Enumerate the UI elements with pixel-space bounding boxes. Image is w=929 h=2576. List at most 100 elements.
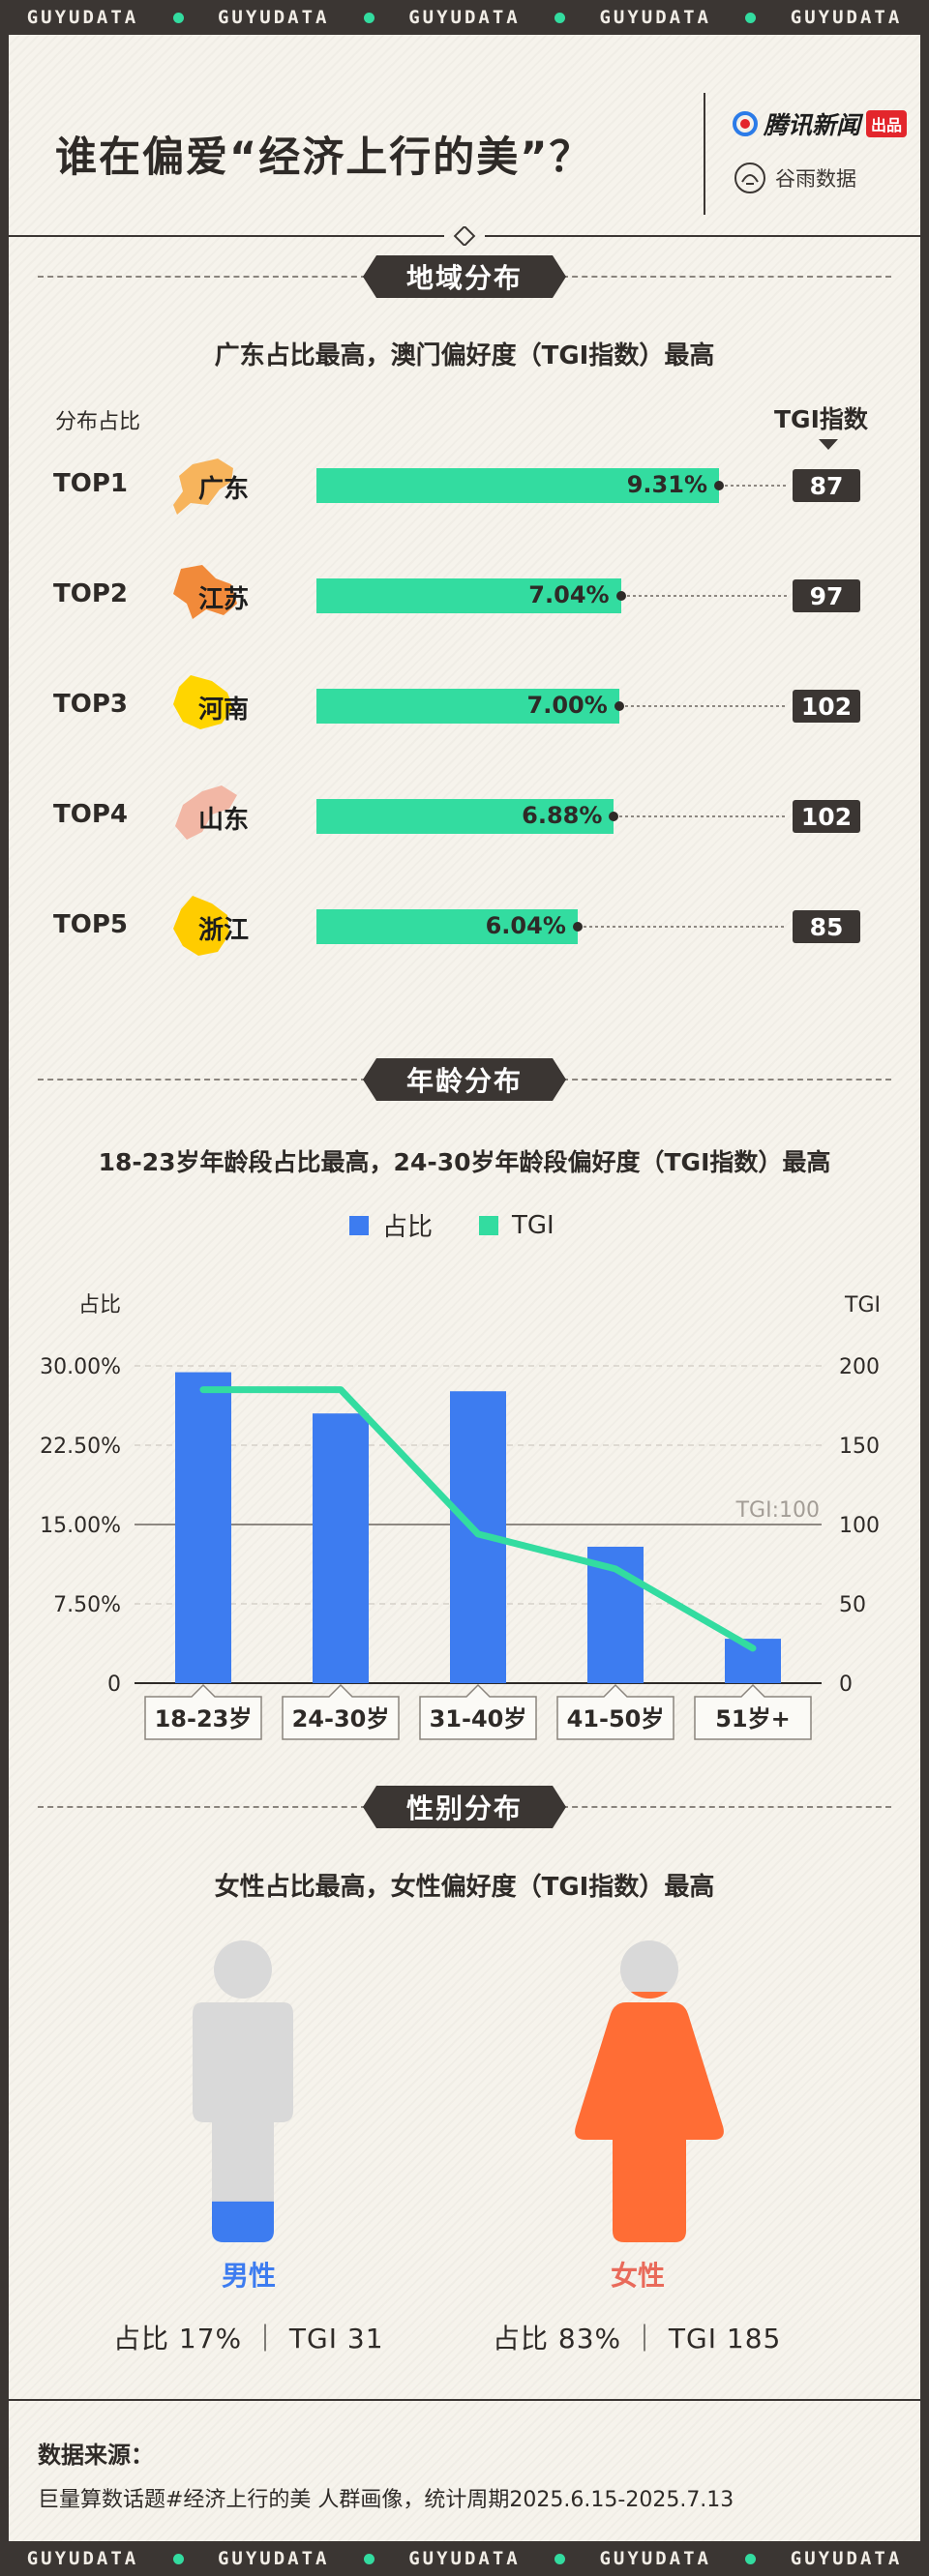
province-map-icon: [173, 896, 229, 956]
left-axis-title: 占比: [78, 1293, 121, 1318]
female-share-fill: [575, 2002, 724, 2242]
share-value-label: 6.04%: [485, 912, 566, 939]
banner-word: GUYUDATA: [790, 2548, 903, 2569]
share-value-label: 9.31%: [626, 471, 707, 498]
age-section-title: 年龄分布: [363, 1058, 566, 1101]
province-name: 河南: [198, 696, 250, 725]
rank-label: TOP4: [53, 800, 128, 829]
share-bar: [316, 689, 619, 724]
banner-word: GUYUDATA: [599, 2548, 711, 2569]
right-tick-label: 200: [839, 1355, 880, 1379]
rank-label: TOP5: [53, 910, 128, 939]
rank-label: TOP2: [53, 579, 128, 608]
province-name: 广东: [198, 475, 250, 504]
category-tag: [282, 1683, 400, 1740]
rank-label: TOP1: [53, 469, 128, 498]
female-figure-icon: [575, 1940, 724, 2242]
age-chart: 占比 TGI 0 0 7.50% 50 15.00% 100 22.50% 150 30.00% 20…: [40, 1293, 881, 1740]
right-tick-label: 150: [839, 1435, 880, 1459]
leader-line: [614, 701, 787, 711]
banner-dot-icon: [172, 12, 184, 23]
leader-line: [714, 481, 787, 490]
source-divider: [9, 2399, 920, 2401]
share-bar: [316, 578, 621, 613]
age-legend: 占比 TGI: [349, 1207, 554, 1243]
header-divider: [704, 93, 705, 215]
male-share-fill: [193, 2201, 293, 2242]
tgi-down-arrow-icon: [819, 439, 838, 450]
tgi-value-chip: 97: [793, 579, 860, 612]
category-tag: [144, 1683, 262, 1740]
male-label: 男性: [222, 2260, 277, 2292]
banner-dot-icon: [745, 2553, 757, 2564]
banner-word: GUYUDATA: [790, 7, 903, 28]
brand-tencent-news: 腾讯新闻 出品: [733, 106, 908, 141]
female-stats: 占比 83% ｜ TGI 185: [493, 2323, 782, 2354]
province-name: 江苏: [198, 585, 250, 614]
age-section-header: 年龄分布: [38, 1058, 891, 1101]
share-bar: [313, 1413, 369, 1683]
legend-share-label: 占比: [382, 1213, 434, 1242]
gender-section-title: 性别分布: [363, 1786, 566, 1828]
share-bar: [316, 799, 614, 834]
province-name: 浙江: [198, 916, 250, 945]
banner-word: GUYUDATA: [408, 2548, 521, 2569]
category-tag: [419, 1683, 537, 1740]
female-label: 女性: [611, 2260, 666, 2292]
tgi-column-label: TGI指数: [774, 405, 868, 433]
leader-line: [615, 591, 787, 601]
leader-line: [572, 922, 787, 932]
tgi-value-chip: 102: [793, 800, 860, 833]
banner-dot-icon: [554, 2553, 566, 2564]
province-name: 山东: [198, 806, 250, 835]
left-tick-label: 22.50%: [40, 1435, 121, 1459]
guyu-logo-icon: [734, 163, 765, 193]
banner-word: GUYUDATA: [26, 2548, 139, 2569]
leader-line: [609, 812, 787, 821]
reference-line-label: TGI:100: [735, 1498, 820, 1523]
banner-word: GUYUDATA: [26, 7, 139, 28]
tencent-news-logo-icon: [733, 111, 758, 136]
left-tick-label: 15.00%: [40, 1514, 121, 1538]
category-label: 51岁+: [715, 1705, 791, 1732]
page-title: 谁在偏爱“经济上行的美”？: [55, 133, 593, 182]
category-label: 31-40岁: [430, 1705, 527, 1732]
category-tag: [556, 1683, 674, 1740]
tgi-value-chip: 102: [793, 690, 860, 723]
source-title: 数据来源：: [38, 2442, 154, 2469]
brand-secondary-name: 谷雨数据: [775, 167, 856, 191]
brand-primary-name: 腾讯新闻: [764, 111, 861, 139]
province-map-icon: [173, 675, 233, 729]
tgi-value-chip: 87: [793, 469, 860, 502]
legend-tgi-swatch: [479, 1215, 499, 1235]
header-separator: [9, 226, 920, 246]
share-axis-label: 分布占比: [55, 410, 141, 434]
right-axis-title: TGI: [844, 1293, 881, 1318]
category-label: 24-30岁: [292, 1705, 390, 1732]
province-map-icon: [173, 565, 237, 619]
left-tick-label: 7.50%: [53, 1593, 121, 1617]
category-label: 41-50岁: [567, 1705, 665, 1732]
banner-dot-icon: [172, 2553, 184, 2564]
banner-word: GUYUDATA: [217, 7, 330, 28]
banner-word: GUYUDATA: [599, 7, 711, 28]
legend-share-swatch: [349, 1215, 369, 1235]
top-banner: GUYUDATA GUYUDATA GUYUDATA GUYUDATA GUYUDATA: [0, 0, 929, 35]
banner-dot-icon: [363, 2553, 375, 2564]
left-tick-label: 30.00%: [40, 1355, 121, 1379]
source-body: 巨量算数话题#经济上行的美 人群画像，统计周期2025.6.15-2025.7.…: [38, 2488, 734, 2512]
right-tick-label: 100: [839, 1514, 880, 1538]
province-map-icon: [175, 785, 237, 840]
age-subtitle: 18-23岁年龄段占比最高，24-30岁年龄段偏好度（TGI指数）最高: [98, 1148, 831, 1176]
banner-dot-icon: [363, 12, 375, 23]
region-subtitle: 广东占比最高，澳门偏好度（TGI指数）最高: [214, 341, 715, 370]
left-tick-label: 0: [107, 1673, 121, 1697]
share-value-label: 7.04%: [528, 581, 610, 608]
banner-word: GUYUDATA: [408, 7, 521, 28]
banner-word: GUYUDATA: [217, 2548, 330, 2569]
gender-subtitle: 女性占比最高，女性偏好度（TGI指数）最高: [214, 1873, 715, 1902]
share-bar: [316, 909, 578, 944]
banner-dot-icon: [745, 12, 757, 23]
region-section-header: 地域分布: [38, 255, 891, 298]
male-figure-icon: [193, 1940, 293, 2242]
